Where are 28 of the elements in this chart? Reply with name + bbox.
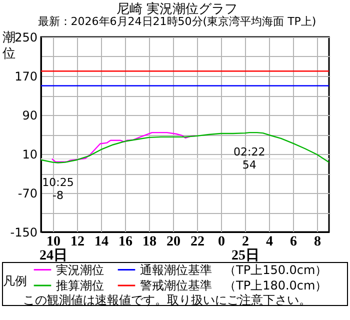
annotation: 02:22 54: [234, 146, 266, 172]
x-tick-label: 20: [166, 234, 180, 250]
x-tick-label: 10 24日: [40, 234, 68, 264]
x-tick-label: 4: [266, 234, 273, 250]
x-tick-label: 8: [314, 234, 321, 250]
annotation: 10:25 -8: [42, 176, 74, 202]
chart-title: 尼崎 実況潮位グラフ: [116, 1, 238, 17]
legend-title: 凡例: [3, 274, 27, 288]
y-tick-label: 250: [14, 30, 38, 44]
chart-subtitle: 最新：2026年6月24日21時50分(東京湾平均海面 TP上): [38, 15, 316, 28]
legend-label: 通報潮位基準 （TP上150.0cm）: [140, 262, 328, 277]
legend-label: 推算潮位: [56, 278, 104, 292]
y-tick-label: 10: [22, 148, 38, 162]
x-tick-label: 16: [118, 234, 132, 250]
x-tick-label: 6: [290, 234, 297, 250]
x-tick-label: 18: [142, 234, 156, 250]
y-axis-title: 潮位: [2, 30, 16, 62]
y-tick-label: -70: [18, 186, 38, 200]
x-tick-label: 2 25日: [232, 234, 260, 264]
y-tick-label: 90: [22, 108, 38, 122]
y-tick-label: -150: [10, 226, 38, 240]
y-tick-label: 170: [14, 70, 38, 84]
legend-label: 実況潮位: [56, 262, 104, 277]
x-tick-label: 12: [70, 234, 84, 250]
x-tick-label: 0: [218, 234, 225, 250]
x-tick-label: 22: [190, 234, 204, 250]
legend-label: 警戒潮位基準 （TP上180.0cm）: [140, 278, 328, 292]
x-tick-label: 14: [94, 234, 108, 250]
